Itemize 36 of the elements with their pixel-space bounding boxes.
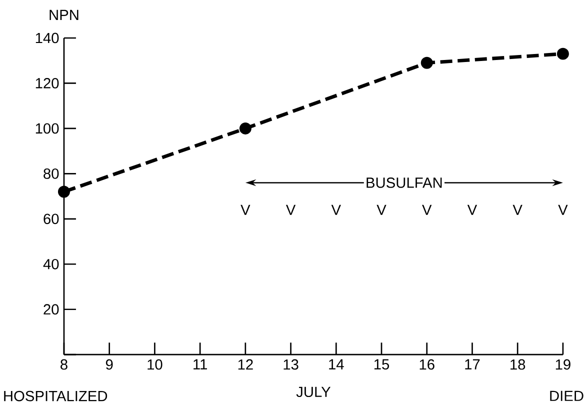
x-tick-label: 14 bbox=[329, 359, 344, 370]
x-tick-label: 19 bbox=[556, 359, 570, 370]
point bbox=[58, 186, 70, 198]
text: HOSPITALIZED bbox=[4, 390, 108, 402]
annotation: V bbox=[558, 204, 568, 215]
x-tick-label: 12 bbox=[238, 359, 253, 370]
annotation: V bbox=[467, 204, 478, 215]
y-tick-label: 100 bbox=[36, 123, 59, 134]
annotation: V bbox=[376, 204, 386, 215]
x-tick-label: 15 bbox=[374, 359, 390, 370]
y-tick-label: 20 bbox=[44, 304, 59, 315]
annotation: BUSULFAN bbox=[366, 178, 442, 188]
point bbox=[556, 48, 569, 60]
y-axis-title: NPN bbox=[50, 10, 78, 20]
y-tick-label: 140 bbox=[36, 32, 59, 44]
point bbox=[239, 122, 252, 134]
annotation: V bbox=[240, 204, 250, 215]
annotation: V bbox=[512, 204, 522, 215]
annotation: V bbox=[422, 204, 432, 215]
y-tick-label: 40 bbox=[43, 259, 59, 270]
y-tick-label: 60 bbox=[44, 214, 59, 224]
point bbox=[420, 56, 433, 69]
x-tick-label: 16 bbox=[420, 359, 434, 370]
annotation: V bbox=[331, 204, 341, 215]
y-tick-label: 120 bbox=[36, 78, 59, 88]
x-tick-label: 9 bbox=[106, 359, 113, 370]
x-tick-label: 11 bbox=[194, 359, 207, 370]
x-tick-label: 17 bbox=[465, 359, 480, 370]
x-tick-label: 18 bbox=[510, 359, 526, 370]
text: DIED bbox=[550, 390, 584, 401]
x-axis-title: JULY bbox=[296, 386, 331, 398]
x-tick-label: 13 bbox=[284, 359, 298, 370]
x-tick-label: 8 bbox=[60, 359, 68, 370]
y-tick-label: 80 bbox=[44, 168, 59, 179]
annotation: V bbox=[286, 204, 296, 215]
x-tick-label: 10 bbox=[148, 359, 162, 370]
